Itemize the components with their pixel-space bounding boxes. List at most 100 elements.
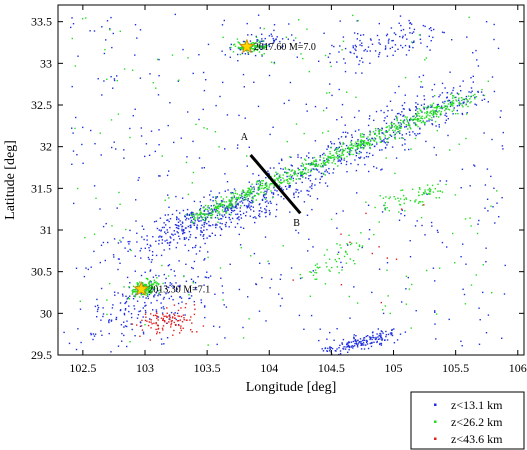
- data-point: [185, 280, 188, 282]
- data-point: [465, 95, 468, 98]
- data-point: [387, 295, 389, 297]
- data-point: [146, 294, 148, 297]
- data-point: [485, 21, 488, 23]
- data-point: [251, 202, 253, 204]
- data-point: [358, 245, 361, 248]
- data-point: [462, 288, 464, 290]
- data-point: [158, 58, 160, 61]
- x-tick-label: 104.5: [318, 361, 345, 375]
- data-point: [176, 218, 178, 221]
- data-point: [214, 224, 217, 226]
- data-point: [504, 264, 506, 267]
- data-point: [356, 20, 358, 22]
- data-point: [221, 214, 223, 216]
- data-point: [302, 168, 304, 171]
- data-point: [247, 34, 249, 36]
- data-point: [239, 201, 241, 203]
- data-point: [400, 213, 402, 215]
- data-point: [333, 339, 335, 341]
- data-point: [339, 344, 341, 347]
- data-point: [345, 251, 347, 254]
- data-point: [227, 189, 229, 191]
- data-point: [295, 182, 297, 184]
- data-point: [431, 89, 433, 91]
- data-point: [223, 201, 226, 203]
- data-point: [412, 119, 414, 122]
- data-point: [358, 63, 360, 66]
- data-point: [410, 117, 412, 119]
- data-point: [266, 185, 268, 187]
- data-point: [196, 216, 199, 218]
- data-point: [361, 146, 363, 149]
- data-point: [145, 297, 147, 299]
- data-point: [172, 234, 174, 236]
- data-point: [262, 40, 264, 42]
- data-point: [290, 178, 292, 181]
- data-point: [169, 318, 171, 321]
- data-point: [183, 238, 186, 240]
- data-point: [464, 98, 467, 100]
- data-point: [336, 227, 338, 229]
- data-point: [460, 90, 462, 92]
- data-point: [493, 90, 496, 93]
- data-point: [177, 320, 180, 322]
- data-point: [149, 287, 151, 289]
- data-point: [253, 252, 256, 255]
- data-point: [432, 191, 435, 193]
- data-point: [81, 143, 83, 146]
- data-point: [434, 110, 436, 112]
- data-point: [207, 344, 209, 346]
- data-point: [436, 129, 438, 132]
- data-point: [276, 190, 278, 192]
- data-point: [250, 205, 252, 207]
- data-point: [326, 350, 329, 352]
- data-point: [329, 348, 331, 351]
- data-point: [188, 294, 190, 296]
- data-point: [180, 137, 182, 139]
- data-point: [149, 244, 151, 246]
- data-point: [215, 206, 217, 209]
- data-point: [178, 235, 180, 237]
- data-point: [279, 278, 281, 280]
- data-point: [343, 143, 345, 145]
- data-point: [378, 268, 381, 270]
- data-point: [158, 292, 160, 294]
- legend: z<13.1 kmz<26.2 kmz<43.6 km: [410, 391, 525, 450]
- data-point: [142, 307, 144, 309]
- data-point: [241, 52, 244, 55]
- data-point: [165, 322, 168, 324]
- data-point: [357, 33, 359, 35]
- data-point: [315, 159, 317, 161]
- data-point: [241, 202, 244, 204]
- data-point: [347, 146, 350, 149]
- data-point: [413, 115, 415, 117]
- data-point: [465, 104, 467, 106]
- data-point: [385, 335, 387, 338]
- data-point: [202, 108, 204, 111]
- plot-frame: [57, 4, 525, 356]
- data-point: [405, 54, 408, 56]
- data-point: [404, 76, 407, 79]
- data-point: [314, 164, 316, 166]
- data-point: [174, 323, 177, 326]
- data-point: [351, 143, 353, 145]
- data-point: [166, 242, 169, 244]
- data-point: [262, 194, 265, 196]
- data-point: [307, 178, 310, 180]
- data-point: [265, 320, 267, 322]
- data-point: [168, 197, 170, 199]
- data-point: [204, 213, 206, 216]
- data-point: [435, 154, 437, 156]
- data-point: [119, 203, 121, 205]
- data-point: [179, 296, 181, 298]
- data-point: [220, 200, 223, 202]
- data-point: [208, 207, 210, 209]
- data-point: [146, 277, 149, 280]
- data-point: [448, 99, 451, 102]
- data-point: [200, 212, 202, 214]
- data-point: [154, 294, 156, 296]
- data-point: [245, 211, 248, 213]
- data-point: [72, 150, 75, 152]
- data-point: [159, 294, 162, 296]
- data-point: [213, 208, 215, 210]
